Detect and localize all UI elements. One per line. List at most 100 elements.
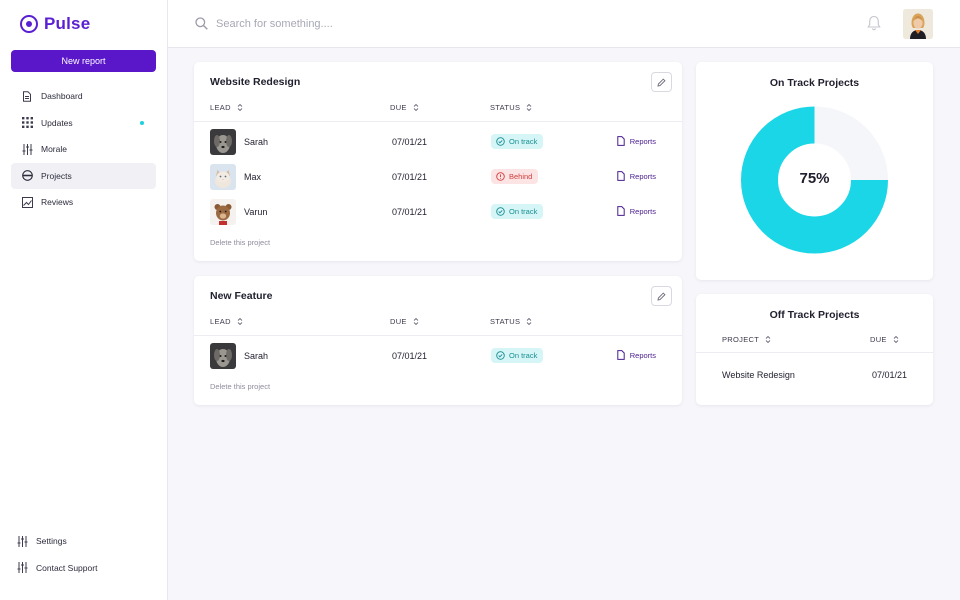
user-avatar[interactable] — [903, 9, 933, 39]
reports-link[interactable]: Reports — [617, 136, 656, 146]
on-track-card: On Track Projects 75% — [696, 62, 933, 280]
sidebar-item-morale[interactable]: Morale — [11, 136, 156, 163]
header-divider — [696, 352, 933, 353]
sort-icon — [413, 317, 419, 326]
avatar-cat — [210, 164, 236, 190]
project-card-website-redesign: Website Redesign LEAD DUE STATUS Sarah 0… — [194, 62, 682, 261]
check-circle-icon — [496, 207, 505, 216]
off-track-card: Off Track Projects PROJECT DUE Website R… — [696, 294, 933, 405]
sidebar-item-label: Projects — [41, 170, 72, 181]
new-report-button[interactable]: New report — [11, 50, 156, 72]
sidebar-bottom-nav: Settings Contact Support — [11, 528, 156, 581]
on-track-percent: 75% — [799, 170, 830, 187]
table-row: Max 07/01/21 Behind Reports — [210, 162, 666, 192]
sort-icon — [526, 317, 532, 326]
document-icon — [617, 350, 625, 360]
sort-icon — [237, 317, 243, 326]
due-date: 07/01/21 — [392, 351, 428, 361]
column-header-due[interactable]: DUE — [870, 335, 899, 344]
sidebar-item-label: Updates — [41, 117, 73, 128]
sidebar-item-projects[interactable]: Projects — [11, 162, 156, 189]
sidebar-item-updates[interactable]: Updates — [11, 110, 156, 137]
pencil-icon — [657, 291, 666, 301]
document-icon — [617, 206, 625, 216]
pencil-icon — [657, 77, 666, 87]
avatar-bear — [210, 199, 236, 225]
chart-icon — [21, 196, 33, 208]
sort-icon — [237, 103, 243, 112]
column-header-status[interactable]: STATUS — [490, 103, 532, 112]
sidebar-item-contact-support[interactable]: Contact Support — [11, 555, 156, 582]
check-circle-icon — [496, 351, 505, 360]
header-divider — [194, 121, 682, 122]
off-track-title: Off Track Projects — [769, 309, 860, 321]
sidebar-nav: Dashboard Updates Morale Projects — [11, 83, 156, 216]
settings-icon — [16, 535, 28, 547]
column-header-due[interactable]: DUE — [390, 103, 419, 112]
sort-icon — [413, 103, 419, 112]
table-row: Sarah 07/01/21 On track Reports — [210, 341, 666, 371]
due-date: 07/01/21 — [392, 172, 428, 182]
support-icon — [16, 562, 28, 574]
sidebar: Pulse New report Dashboard Updates — [0, 0, 168, 600]
due-date: 07/01/21 — [392, 207, 428, 217]
project-title: New Feature — [210, 290, 273, 302]
donut-value-arc — [741, 106, 888, 254]
on-track-title: On Track Projects — [769, 77, 860, 89]
search-input[interactable] — [216, 14, 616, 34]
document-icon — [617, 136, 625, 146]
reports-link[interactable]: Reports — [617, 171, 656, 181]
status-badge: Behind — [491, 169, 539, 184]
bell-icon[interactable] — [867, 15, 881, 36]
off-track-project-name[interactable]: Website Redesign — [722, 370, 795, 380]
due-date: 07/01/21 — [392, 137, 428, 147]
notification-dot — [140, 121, 144, 125]
project-card-new-feature: New Feature LEAD DUE STATUS Sarah 07/01/… — [194, 276, 682, 405]
column-header-lead[interactable]: LEAD — [210, 317, 243, 326]
app-logo[interactable]: Pulse — [20, 14, 90, 34]
edit-project-button[interactable] — [651, 286, 672, 306]
sidebar-item-label: Contact Support — [36, 562, 98, 573]
sidebar-item-settings[interactable]: Settings — [11, 528, 156, 555]
sidebar-item-reviews[interactable]: Reviews — [11, 189, 156, 216]
status-badge: On track — [491, 204, 544, 219]
column-header-project[interactable]: PROJECT — [722, 335, 771, 344]
table-row: Varun 07/01/21 On track Reports — [210, 197, 666, 227]
sidebar-item-label: Reviews — [41, 197, 74, 208]
avatar-dog — [210, 343, 236, 369]
delete-project-link[interactable]: Delete this project — [210, 382, 271, 391]
alert-circle-icon — [496, 172, 505, 181]
sort-icon — [526, 103, 532, 112]
column-header-due[interactable]: DUE — [390, 317, 419, 326]
on-track-donut-chart — [741, 106, 888, 254]
search-icon — [195, 17, 208, 35]
off-track-due-date: 07/01/21 — [872, 370, 908, 380]
header-divider — [194, 335, 682, 336]
pulse-logo-icon — [20, 15, 38, 33]
edit-project-button[interactable] — [651, 72, 672, 92]
status-badge: On track — [491, 348, 544, 363]
column-header-status[interactable]: STATUS — [490, 317, 532, 326]
reports-link[interactable]: Reports — [617, 206, 656, 216]
delete-project-link[interactable]: Delete this project — [210, 238, 271, 247]
column-header-lead[interactable]: LEAD — [210, 103, 243, 112]
topbar — [168, 0, 960, 48]
app-name: Pulse — [44, 14, 91, 33]
file-icon — [21, 90, 33, 102]
project-title: Website Redesign — [210, 76, 301, 88]
reports-link[interactable]: Reports — [617, 350, 656, 360]
sidebar-item-label: Morale — [41, 144, 67, 155]
status-badge: On track — [491, 134, 544, 149]
sidebar-item-label: Settings — [36, 536, 67, 547]
sort-icon — [893, 335, 899, 344]
sidebar-item-dashboard[interactable]: Dashboard — [11, 83, 156, 110]
avatar-dog — [210, 129, 236, 155]
sidebar-item-label: Dashboard — [41, 91, 83, 102]
sort-icon — [765, 335, 771, 344]
sliders-icon — [21, 143, 33, 155]
table-row: Sarah 07/01/21 On track Reports — [210, 127, 666, 157]
check-circle-icon — [496, 137, 505, 146]
lead-name: Sarah — [244, 137, 269, 147]
grid-icon — [21, 117, 33, 129]
projects-icon — [21, 170, 33, 182]
